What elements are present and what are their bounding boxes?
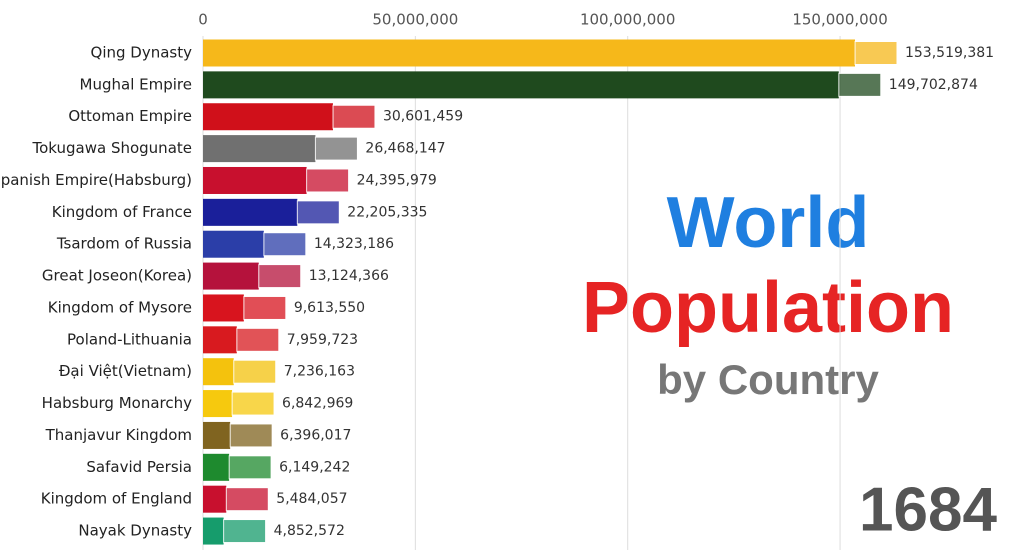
bar: [203, 517, 224, 545]
y-tick-label: Nayak Dynasty: [78, 522, 192, 540]
value-label: 9,613,550: [294, 300, 365, 316]
bar: [203, 135, 316, 163]
x-tick-label: 100,000,000: [580, 11, 675, 29]
flag: [258, 264, 302, 289]
bar: [203, 103, 333, 131]
chart-subtitle: by Country: [657, 356, 879, 403]
value-label: 22,205,335: [347, 204, 427, 220]
flag: [243, 295, 287, 320]
value-label: 30,601,459: [383, 109, 463, 125]
y-tick-label: Kingdom of France: [52, 203, 192, 221]
bar: [203, 230, 264, 258]
bar: [203, 358, 234, 386]
bar: [203, 166, 307, 194]
bar: [203, 262, 259, 290]
flag: [231, 391, 275, 416]
value-label: 5,484,057: [276, 491, 347, 507]
x-tick-label: 0: [198, 11, 208, 29]
bar: [203, 453, 230, 481]
bar: [203, 39, 855, 67]
y-tick-label: Kingdom of Mysore: [48, 298, 192, 316]
bar: [203, 294, 244, 322]
value-label: 24,395,979: [357, 172, 437, 188]
chart-subtitle: Population: [582, 268, 954, 348]
flag: [306, 168, 350, 193]
y-tick-label: Poland-Lithuania: [67, 330, 192, 348]
y-tick-label: Qing Dynasty: [91, 44, 193, 62]
flag: [228, 455, 272, 480]
flag: [225, 487, 269, 512]
value-label: 149,702,874: [889, 77, 978, 93]
y-tick-label: Đại Việt(Vietnam): [59, 362, 192, 380]
flag: [223, 519, 267, 544]
y-tick-label: Habsburg Monarchy: [42, 394, 192, 412]
value-label: 7,959,723: [287, 332, 358, 348]
y-tick-label: Mughal Empire: [80, 75, 192, 93]
bar: [203, 485, 227, 513]
year-annotation: 1684: [859, 475, 997, 544]
bar: [203, 198, 298, 226]
bar: [203, 421, 231, 449]
y-tick-label: Kingdom of England: [41, 490, 192, 508]
flag: [236, 327, 280, 352]
value-label: 153,519,381: [905, 45, 994, 61]
y-tick-label: Thanjavur Kingdom: [45, 426, 192, 444]
flag: [314, 136, 358, 161]
flag: [838, 72, 882, 97]
chart-title: World: [667, 183, 870, 263]
value-label: 14,323,186: [314, 236, 394, 252]
y-tick-label: Ottoman Empire: [68, 107, 192, 125]
value-label: 7,236,163: [284, 364, 355, 380]
flag: [229, 423, 273, 448]
bar: [203, 326, 237, 354]
bar: [203, 390, 233, 418]
value-label: 6,396,017: [280, 427, 351, 443]
value-label: 4,852,572: [274, 523, 345, 539]
value-label: 6,149,242: [279, 459, 350, 475]
y-tick-label: Great Joseon(Korea): [42, 267, 192, 285]
y-tick-label: Tokugawa Shogunate: [31, 139, 192, 157]
x-tick-label: 50,000,000: [372, 11, 458, 29]
flag: [854, 41, 898, 65]
bar: [203, 71, 839, 99]
value-label: 6,842,969: [282, 396, 353, 412]
y-tick-label: Spanish Empire(Habsburg): [0, 171, 192, 189]
value-label: 26,468,147: [365, 141, 445, 157]
flag: [296, 200, 340, 225]
value-label: 13,124,366: [309, 268, 389, 284]
flag: [233, 359, 277, 384]
x-tick-label: 150,000,000: [792, 11, 887, 29]
flag: [263, 232, 307, 257]
flag: [332, 104, 376, 129]
y-tick-label: Safavid Persia: [86, 458, 192, 476]
y-tick-label: Tsardom of Russia: [56, 235, 192, 253]
